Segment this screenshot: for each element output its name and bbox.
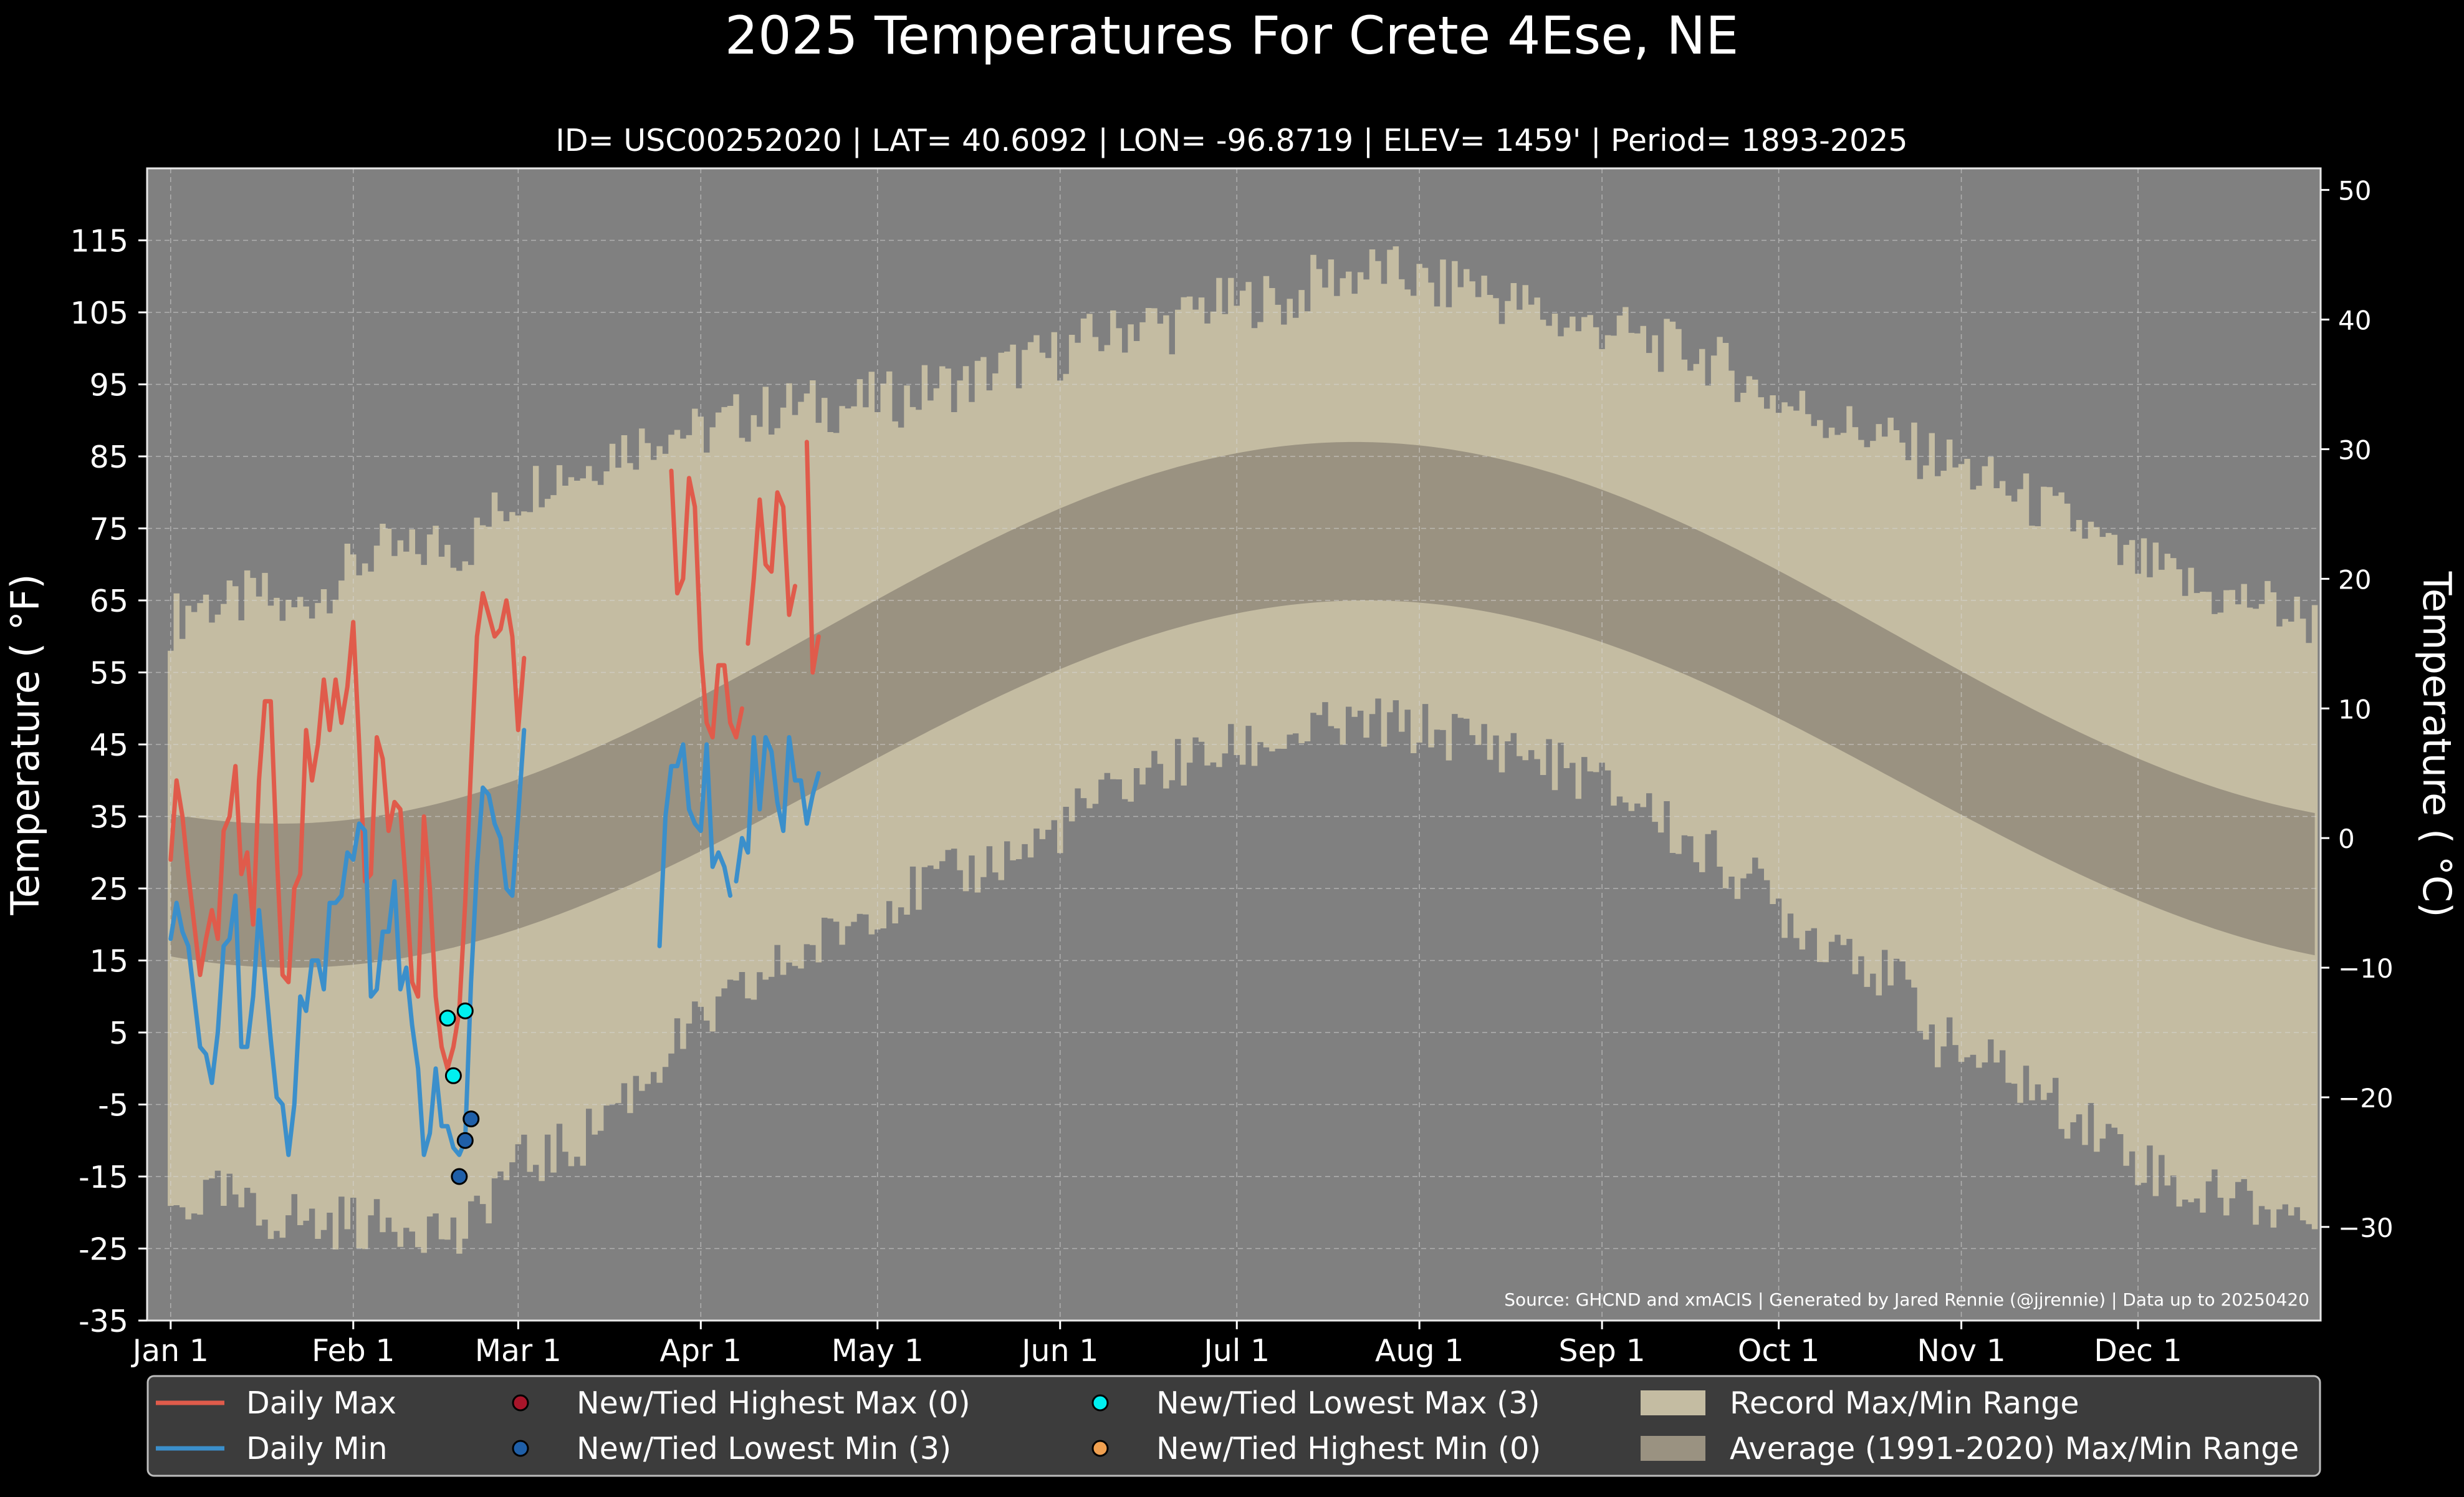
legend-dot-swatch bbox=[1091, 1394, 1109, 1412]
y-tick-label-f: 55 bbox=[90, 656, 128, 691]
legend-label: Average (1991-2020) Max/Min Range bbox=[1730, 1431, 2299, 1466]
x-axis-ticks: Jan 1 Feb 1 Mar 1 Apr 1 May 1 Jun 1 Jul 1 Aug 1… bbox=[131, 1321, 2182, 1369]
record-marker bbox=[456, 1002, 474, 1019]
record-marker bbox=[451, 1168, 468, 1185]
plot-area: Source: GHCND and xmACIS | Generated by … bbox=[146, 167, 2322, 1322]
y-tick-label-c: −10 bbox=[2338, 953, 2394, 984]
x-tick-label: Jan 1 bbox=[131, 1333, 209, 1369]
legend-label: New/Tied Highest Max (0) bbox=[577, 1385, 971, 1421]
daily-max-line bbox=[804, 440, 821, 675]
x-tick-label: Apr 1 bbox=[660, 1333, 742, 1369]
x-tick-label: Feb 1 bbox=[312, 1333, 395, 1369]
legend-patch-swatch bbox=[1641, 1436, 1705, 1461]
legend-label: Daily Max bbox=[246, 1385, 396, 1421]
y-tick-label-c: −30 bbox=[2338, 1213, 2394, 1243]
y-tick-label-f: 95 bbox=[90, 368, 128, 403]
x-tick-label: Jun 1 bbox=[1020, 1333, 1098, 1369]
y-tick-label-f: -5 bbox=[98, 1088, 128, 1124]
left-axis-ticks: -35 -25 -15 -5 5 15 25 35 45 55 65 75 85 95 105 115 bbox=[70, 224, 147, 1339]
record-marker bbox=[463, 1110, 480, 1128]
chart-title: 2025 Temperatures For Crete 4Ese, NE bbox=[725, 5, 1739, 66]
legend-dot-swatch bbox=[512, 1440, 529, 1457]
x-tick-label: Sep 1 bbox=[1559, 1333, 1646, 1369]
daily-max-line bbox=[168, 591, 527, 1071]
y-tick-label-f: -25 bbox=[79, 1232, 128, 1268]
y-tick-label-c: −20 bbox=[2338, 1083, 2394, 1114]
x-tick-label: Dec 1 bbox=[2094, 1333, 2182, 1369]
y-axis-label-left: Temperature ( °F) bbox=[2, 574, 48, 915]
y-axis-label-right: Temperature ( °C) bbox=[2414, 571, 2460, 918]
x-tick-label: Aug 1 bbox=[1375, 1333, 1464, 1369]
y-tick-label-f: -35 bbox=[79, 1304, 128, 1339]
x-tick-label: Oct 1 bbox=[1738, 1333, 1819, 1369]
legend-label: Daily Min bbox=[246, 1431, 388, 1466]
legend-patch-swatch bbox=[1641, 1390, 1705, 1415]
y-tick-label-f: 35 bbox=[90, 800, 128, 835]
y-tick-label-f: 75 bbox=[90, 512, 128, 547]
right-axis-ticks: −30 −20 −10 0 10 20 30 40 50 bbox=[2321, 176, 2394, 1243]
legend-label: New/Tied Lowest Min (3) bbox=[577, 1431, 951, 1466]
y-tick-label-c: 20 bbox=[2338, 564, 2371, 595]
x-tick-label: Nov 1 bbox=[1917, 1333, 2005, 1369]
record-range-layer bbox=[168, 246, 2318, 1254]
legend-label: New/Tied Lowest Max (3) bbox=[1156, 1385, 1540, 1421]
y-tick-label-f: -15 bbox=[79, 1160, 128, 1195]
x-tick-label: Jul 1 bbox=[1202, 1333, 1270, 1369]
record-marker bbox=[439, 1009, 456, 1027]
y-tick-label-f: 65 bbox=[90, 584, 128, 619]
daily-max-line bbox=[745, 490, 797, 646]
daily-min-line bbox=[657, 742, 732, 948]
y-tick-label-f: 15 bbox=[90, 944, 128, 980]
x-tick-label: Mar 1 bbox=[475, 1333, 562, 1369]
marker-layer bbox=[439, 1002, 480, 1185]
record-marker bbox=[444, 1067, 462, 1084]
y-tick-label-f: 5 bbox=[109, 1016, 128, 1051]
y-tick-label-f: 85 bbox=[90, 440, 128, 475]
daily-max-line bbox=[669, 468, 744, 739]
legend-box bbox=[146, 1375, 2321, 1477]
x-tick-label: May 1 bbox=[832, 1333, 924, 1369]
y-tick-label-f: 45 bbox=[90, 728, 128, 763]
daily-min-line bbox=[734, 735, 821, 883]
y-tick-label-f: 25 bbox=[90, 872, 128, 907]
y-tick-label-c: 0 bbox=[2338, 824, 2355, 854]
y-tick-label-c: 30 bbox=[2338, 435, 2371, 465]
y-tick-label-c: 50 bbox=[2338, 176, 2371, 206]
grid-layer bbox=[147, 168, 2321, 1321]
legend-label: Record Max/Min Range bbox=[1730, 1385, 2079, 1421]
legend: Daily Max Daily Min New/Tied Highest Max (… bbox=[146, 1375, 2321, 1477]
y-tick-label-c: 10 bbox=[2338, 694, 2371, 724]
y-tick-label-f: 105 bbox=[70, 296, 128, 331]
chart-subtitle: ID= USC00252020 | LAT= 40.6092 | LON= -9… bbox=[555, 123, 1907, 158]
legend-dot-swatch bbox=[512, 1394, 529, 1412]
legend-label: New/Tied Highest Min (0) bbox=[1156, 1431, 1541, 1466]
record-range-area bbox=[168, 246, 2318, 1254]
legend-dot-swatch bbox=[1091, 1440, 1109, 1457]
y-tick-label-f: 115 bbox=[70, 224, 128, 259]
source-note: Source: GHCND and xmACIS | Generated by … bbox=[1504, 1289, 2309, 1310]
record-marker bbox=[456, 1132, 474, 1149]
y-tick-label-c: 40 bbox=[2338, 306, 2371, 336]
